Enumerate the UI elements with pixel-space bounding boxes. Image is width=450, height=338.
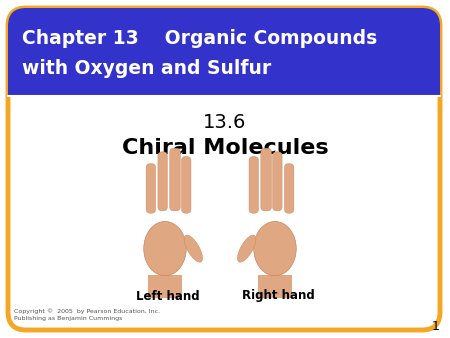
FancyBboxPatch shape (273, 152, 282, 211)
Ellipse shape (184, 235, 202, 262)
Text: Chiral Molecules: Chiral Molecules (122, 138, 328, 158)
Ellipse shape (238, 235, 256, 262)
FancyBboxPatch shape (8, 8, 440, 96)
FancyBboxPatch shape (158, 152, 167, 211)
Text: Chapter 13    Organic Compounds: Chapter 13 Organic Compounds (22, 28, 377, 48)
FancyBboxPatch shape (181, 156, 191, 213)
FancyBboxPatch shape (249, 156, 258, 213)
Text: 1: 1 (432, 319, 440, 333)
Bar (148, 274, 181, 298)
Bar (8, 72, 440, 96)
FancyBboxPatch shape (170, 148, 180, 211)
Text: Right hand: Right hand (242, 290, 315, 303)
Text: Copyright ©  2005  by Pearson Education, Inc.
Publishing as Benjamin Cummings: Copyright © 2005 by Pearson Education, I… (14, 308, 160, 321)
Ellipse shape (254, 221, 296, 276)
Text: Left hand: Left hand (136, 290, 200, 303)
Text: 13.6: 13.6 (203, 113, 247, 131)
FancyBboxPatch shape (146, 164, 156, 213)
FancyBboxPatch shape (8, 8, 440, 330)
Ellipse shape (144, 221, 186, 276)
FancyBboxPatch shape (284, 164, 294, 213)
Bar (258, 274, 292, 298)
FancyBboxPatch shape (261, 148, 271, 211)
Text: with Oxygen and Sulfur: with Oxygen and Sulfur (22, 58, 271, 77)
